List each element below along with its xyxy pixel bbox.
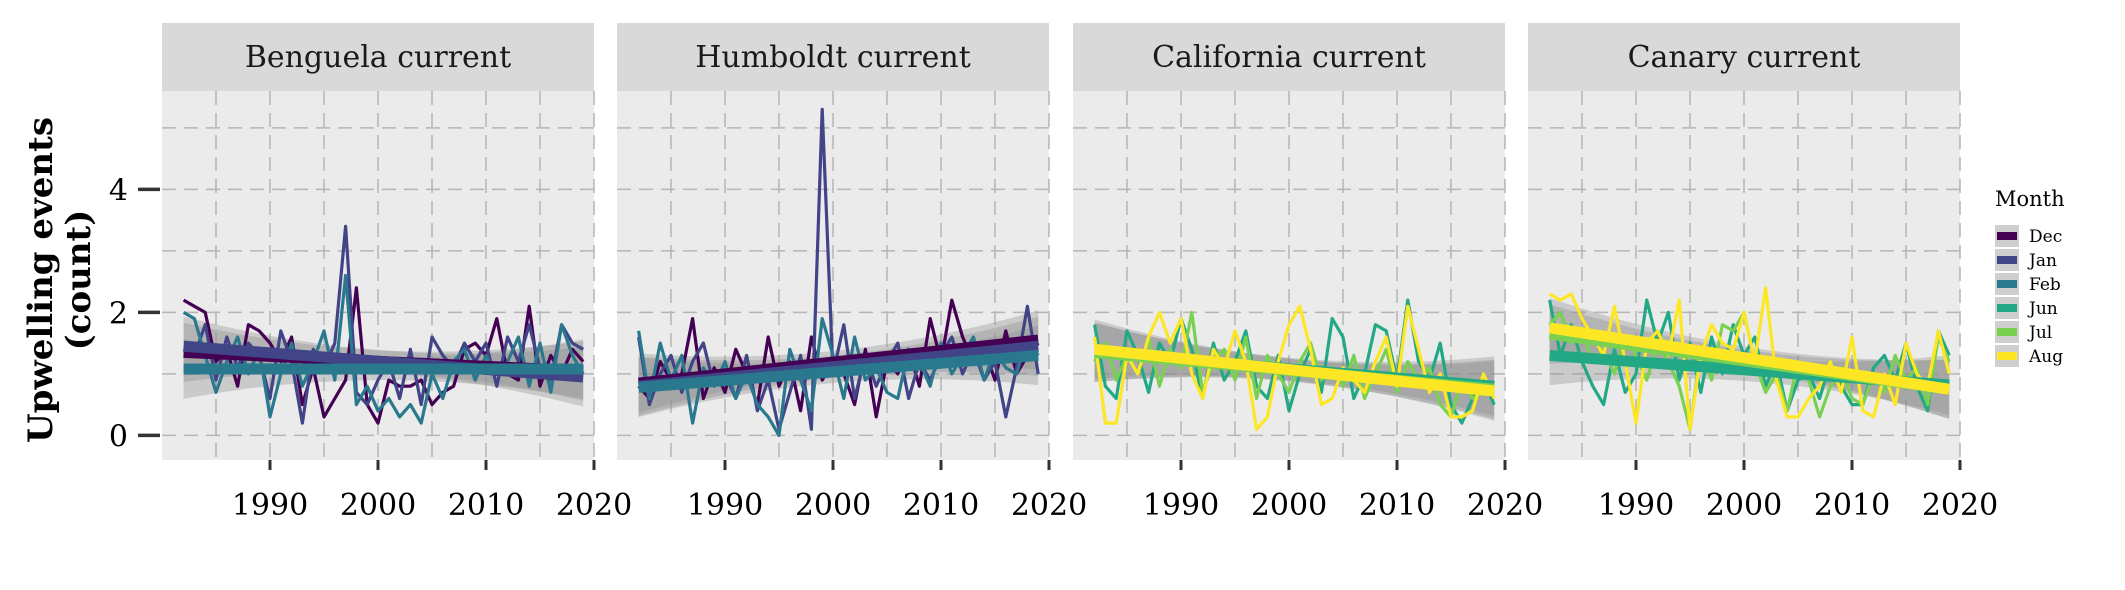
x-tick-label: 2000 (1251, 488, 1327, 523)
y-tick-label: 0 (109, 419, 128, 454)
x-tick-label: 2020 (556, 488, 632, 523)
x-tick-label: 2010 (448, 488, 524, 523)
trend-line-feb (638, 349, 1039, 393)
facet-strip (1528, 23, 1960, 91)
x-tick-label: 2020 (1922, 488, 1998, 523)
y-axis-title-line-2: (count) (59, 210, 99, 351)
x-tick-label: 2010 (1814, 488, 1890, 523)
trend-line-aug (1094, 343, 1495, 397)
facet-panel: Humboldt current 1990 2000 2010 2020 (617, 23, 1087, 523)
facet-strip (617, 23, 1049, 91)
x-tick-label: 2010 (903, 488, 979, 523)
facet-title: California current (1152, 40, 1426, 75)
legend-label-jul: Jul (2027, 323, 2052, 343)
x-tick-label: 1990 (232, 488, 308, 523)
x-tick-label: 1990 (687, 488, 763, 523)
facet-strip (1073, 23, 1505, 91)
y-tick-label: 2 (109, 296, 128, 331)
panel-data (637, 107, 1040, 437)
legend-title: Month (1995, 187, 2065, 211)
facet-title: Benguela current (245, 40, 511, 75)
legend-label-jun: Jun (2027, 299, 2058, 319)
panel-data (1093, 298, 1496, 431)
legend-label-dec: Dec (2029, 227, 2062, 247)
facet-panel: California current 1990 2000 2010 2020 (1073, 23, 1543, 523)
facet-panel: Canary current 1990 2000 2010 2020 (1528, 23, 1998, 523)
x-tick-label: 2020 (1011, 488, 1087, 523)
series-line-jul (1093, 310, 1495, 419)
facet-title: Humboldt current (695, 40, 971, 75)
y-axis: Upwelling events (count) 0 2 4 (21, 117, 160, 454)
x-tick-label: 1990 (1143, 488, 1219, 523)
y-tick-label: 4 (109, 173, 128, 208)
x-tick-label: 1990 (1598, 488, 1674, 523)
panel-data (1548, 286, 1951, 431)
legend-label-aug: Aug (2028, 347, 2063, 367)
legend-label-jan: Jan (2027, 251, 2057, 271)
facet-title: Canary current (1628, 40, 1861, 75)
facet-panel: Benguela current 1990 2000 2010 2020 (162, 23, 632, 523)
x-tick-label: 2020 (1467, 488, 1543, 523)
facet-strip (162, 23, 594, 91)
legend: Month Dec Jan Feb Jun Jul Aug (1995, 187, 2065, 367)
x-tick-label: 2000 (1706, 488, 1782, 523)
legend-label-feb: Feb (2029, 275, 2061, 295)
y-axis-title-line-1: Upwelling events (21, 117, 61, 443)
panel-data (182, 224, 585, 425)
x-tick-label: 2010 (1359, 488, 1435, 523)
trend-line-aug (1548, 322, 1951, 395)
x-tick-label: 2000 (795, 488, 871, 523)
series-line-dec (182, 286, 585, 425)
x-tick-label: 2000 (340, 488, 416, 523)
